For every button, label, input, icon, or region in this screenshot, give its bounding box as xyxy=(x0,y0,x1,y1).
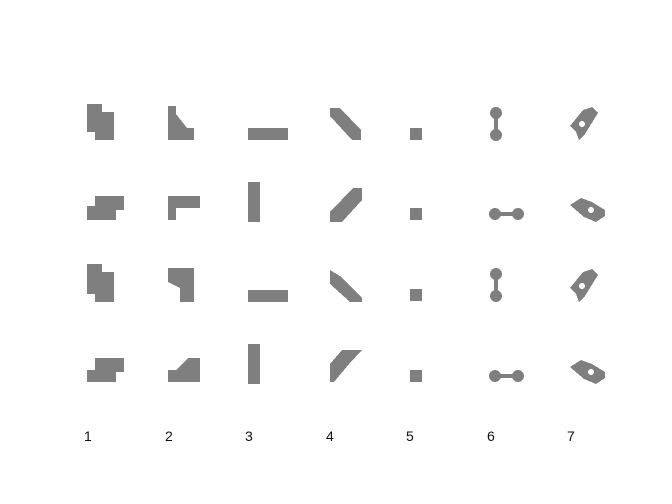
shape-grid xyxy=(87,104,605,384)
shape-part xyxy=(330,350,362,382)
shape-part xyxy=(330,270,362,302)
shape-notched-block-col1-row4 xyxy=(87,358,124,382)
shape-part xyxy=(410,289,422,301)
shape-notched-block-col1-row2 xyxy=(87,196,124,220)
shape-part xyxy=(570,360,605,384)
shape-small-square-col5-row3 xyxy=(410,289,422,301)
shape-ring-diamond-col7-row4 xyxy=(570,360,605,384)
shape-diagonal-wedge-col4-row2 xyxy=(330,188,362,222)
shape-part xyxy=(87,264,114,302)
shape-part xyxy=(494,274,498,296)
shape-ring-diamond-col7-row3 xyxy=(570,269,598,302)
shape-part xyxy=(248,290,288,302)
shape-corner-block-col2-row4 xyxy=(168,358,200,382)
shape-part xyxy=(248,128,288,140)
shape-part xyxy=(248,182,260,222)
column-label-7: 7 xyxy=(567,428,575,444)
shape-dumbbell-horizontal-col6-row4 xyxy=(489,370,524,382)
shape-part xyxy=(87,358,124,382)
shape-dumbbell-horizontal-col6-row2 xyxy=(489,208,524,220)
shape-part xyxy=(495,374,518,378)
column-label-1: 1 xyxy=(84,428,92,444)
shape-part xyxy=(330,188,362,222)
shape-part xyxy=(168,268,194,302)
shape-part xyxy=(494,113,498,135)
shape-part xyxy=(168,106,194,140)
column-label-5: 5 xyxy=(406,428,414,444)
shape-diagonal-wedge-col4-row1 xyxy=(330,108,361,140)
shape-part xyxy=(410,370,422,382)
shape-dumbbell-vertical-col6-row1 xyxy=(490,107,502,141)
shape-small-square-col5-row4 xyxy=(410,370,422,382)
shape-part xyxy=(570,198,605,222)
shape-small-square-col5-row2 xyxy=(410,208,422,220)
shape-notched-block-col1-row3 xyxy=(87,264,114,302)
shape-part xyxy=(248,344,260,384)
shape-part xyxy=(330,108,361,140)
shape-hole xyxy=(588,207,594,213)
shape-part xyxy=(168,358,200,382)
column-label-4: 4 xyxy=(326,428,334,444)
shape-hole xyxy=(588,369,594,375)
shape-diagonal-wedge-col4-row3 xyxy=(330,270,362,302)
shape-part xyxy=(87,196,124,220)
shape-corner-block-col2-row3 xyxy=(168,268,194,302)
shape-horizontal-bar-col3-row3 xyxy=(248,290,288,302)
shape-corner-block-col2-row2 xyxy=(168,196,200,220)
shape-part xyxy=(410,128,422,140)
shape-part xyxy=(87,104,114,140)
shape-part xyxy=(168,196,200,220)
shape-corner-block-col2-row1 xyxy=(168,106,194,140)
column-label-2: 2 xyxy=(165,428,173,444)
shape-ring-diamond-col7-row1 xyxy=(570,107,598,140)
column-label-6: 6 xyxy=(487,428,495,444)
shape-hole xyxy=(579,121,585,127)
shape-ring-diamond-col7-row2 xyxy=(570,198,605,222)
shape-small-square-col5-row1 xyxy=(410,128,422,140)
shape-vertical-bar-col3-row2 xyxy=(248,182,260,222)
column-label-3: 3 xyxy=(245,428,253,444)
shape-hole xyxy=(579,283,585,289)
shape-horizontal-bar-col3-row1 xyxy=(248,128,288,140)
shape-vertical-bar-col3-row4 xyxy=(248,344,260,384)
shape-part xyxy=(495,212,518,216)
shape-dumbbell-vertical-col6-row3 xyxy=(490,268,502,302)
shape-part xyxy=(410,208,422,220)
shape-notched-block-col1-row1 xyxy=(87,104,114,140)
shape-diagonal-wedge-col4-row4 xyxy=(330,350,362,382)
